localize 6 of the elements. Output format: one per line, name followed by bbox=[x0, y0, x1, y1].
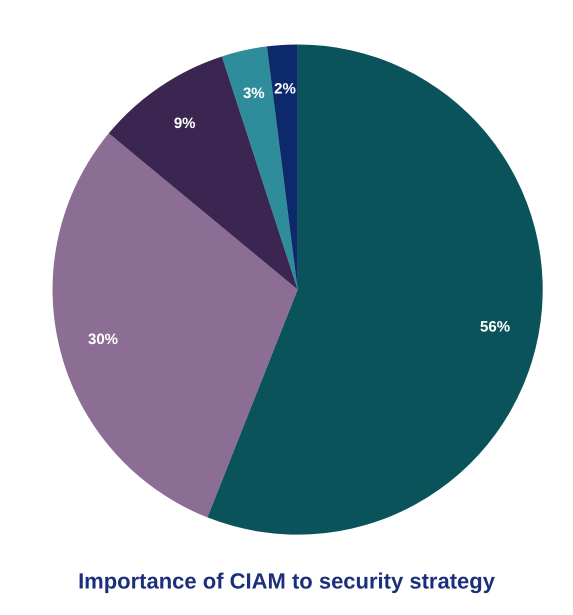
data-label: 3% bbox=[242, 84, 265, 102]
data-label: 9% bbox=[174, 114, 196, 132]
data-label: 56% bbox=[480, 318, 510, 336]
data-label: 30% bbox=[88, 331, 118, 348]
data-label: 2% bbox=[274, 80, 296, 98]
text: Importance of CIAM to security strategy bbox=[78, 568, 496, 594]
